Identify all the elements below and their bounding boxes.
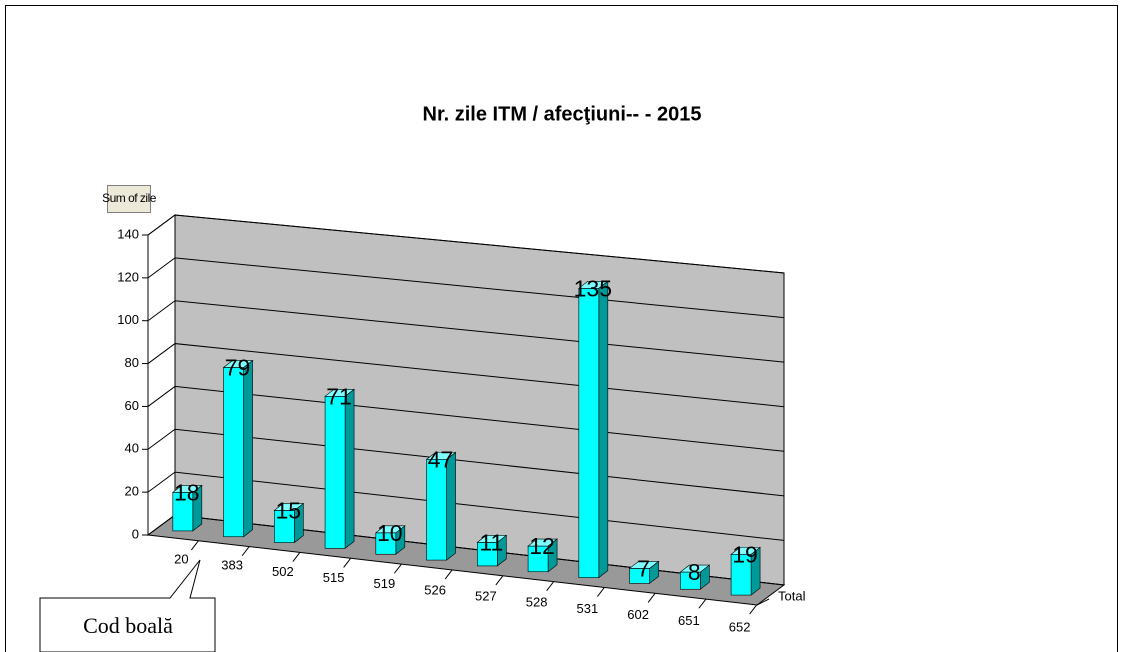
value-label: 71 [326, 383, 352, 409]
x-tick [393, 563, 402, 574]
value-label: 15 [276, 498, 302, 524]
y-tick-label: 0 [132, 526, 139, 541]
x-tick [292, 552, 301, 562]
bar-top [273, 503, 305, 511]
grid-line [147, 214, 785, 274]
bar-top [425, 452, 457, 460]
callout [39, 559, 216, 652]
bar-top [324, 388, 355, 397]
bar-side [344, 388, 355, 550]
x-tick [190, 540, 199, 551]
field-button-label[interactable]: Sum of zile [102, 191, 157, 205]
bar [679, 564, 711, 590]
bar-front [324, 395, 346, 549]
bar [577, 280, 609, 579]
bar-top [527, 538, 558, 547]
bar [273, 502, 305, 544]
chart-border [5, 5, 1118, 652]
x-tick-label: 528 [526, 595, 548, 610]
chart-title: Nr. zile ITM / afecţiuni-- - 2015 [423, 103, 702, 125]
bar-top [171, 485, 203, 493]
bar [476, 534, 508, 567]
x-tick [241, 546, 250, 557]
bar [730, 546, 761, 596]
y-tick-label: 120 [117, 269, 139, 284]
x-tick [495, 575, 504, 586]
value-label: 47 [428, 446, 454, 472]
bar-top [628, 561, 660, 569]
value-label: 10 [377, 520, 403, 546]
x-tick-label: 651 [678, 613, 700, 628]
bar-top [476, 535, 508, 543]
series-label: Total [778, 588, 806, 603]
value-label: 7 [637, 555, 650, 581]
bar-side [598, 280, 609, 579]
y-tick-label: 100 [117, 312, 139, 327]
value-label: 79 [225, 355, 251, 381]
value-label: 8 [688, 559, 701, 585]
callout-label: Cod boală [83, 613, 173, 638]
value-label: 135 [574, 275, 612, 301]
x-tick-label: 527 [475, 589, 497, 604]
y-tick-label: 20 [125, 484, 139, 499]
plot-area: 0 20 40 60 80 100 120 140 20 383 502 515 519 526 527 52… [117, 214, 806, 634]
y-tick-label: 40 [125, 441, 139, 456]
bar-top [374, 525, 406, 534]
bar-top [577, 280, 609, 289]
bar [324, 388, 355, 550]
bar-front [426, 459, 447, 561]
bar-side [243, 359, 253, 538]
bar [527, 538, 558, 573]
x-tick [698, 598, 707, 609]
bar [628, 560, 660, 585]
bar [222, 359, 254, 538]
x-tick-label: 602 [627, 607, 649, 622]
x-tick-label: 531 [577, 601, 599, 616]
bar [374, 525, 406, 555]
x-tick-label: 652 [729, 619, 751, 634]
y-tick-label: 80 [125, 355, 139, 370]
x-tick-label: 502 [272, 564, 294, 579]
x-tick [444, 569, 453, 580]
bar [425, 451, 457, 561]
y-tick-label: 140 [117, 226, 139, 241]
x-tick-label: 515 [323, 570, 345, 585]
x-tick [749, 604, 758, 615]
y-tick-label: 60 [125, 398, 139, 413]
x-tick-label: 20 [174, 552, 188, 567]
x-tick [596, 587, 605, 597]
series-tick [756, 598, 770, 606]
x-tick [343, 558, 352, 568]
x-tick [647, 593, 656, 603]
x-tick-label: 526 [424, 582, 446, 597]
x-tick-label: 519 [374, 576, 396, 591]
x-tick-label: 383 [221, 558, 243, 573]
field-button[interactable] [107, 185, 151, 213]
bar-top [679, 564, 711, 573]
value-label: 12 [529, 533, 555, 559]
value-label: 18 [174, 479, 200, 505]
bar [171, 484, 203, 532]
value-label: 19 [732, 541, 758, 567]
bar-front [223, 367, 244, 538]
side-wall [147, 214, 176, 536]
bar-top [222, 360, 254, 368]
bar-front [578, 287, 600, 578]
value-label: 11 [479, 529, 503, 555]
bar-top [730, 547, 761, 555]
x-tick [546, 581, 555, 592]
